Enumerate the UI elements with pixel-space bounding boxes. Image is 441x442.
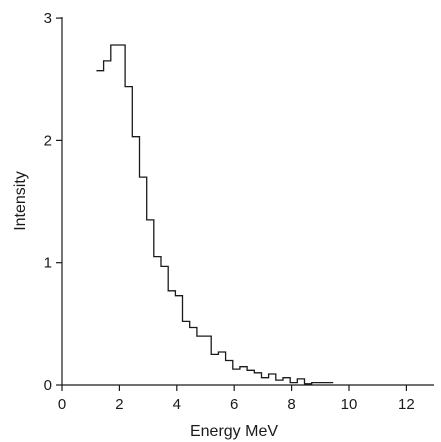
x-tick-label: 4 xyxy=(173,396,181,413)
y-tick-label: 1 xyxy=(44,255,52,272)
y-axis-title: Intensity xyxy=(12,171,29,231)
y-ticks: 0 1 2 3 xyxy=(44,10,62,394)
x-tick-label: 10 xyxy=(341,396,358,413)
histogram-step-line xyxy=(96,44,334,385)
x-axis-title: Energy MeV xyxy=(190,423,278,440)
x-tick-label: 8 xyxy=(287,396,295,413)
y-tick-label: 3 xyxy=(44,10,52,27)
x-tick-label: 12 xyxy=(398,396,415,413)
y-tick-label: 0 xyxy=(44,377,52,394)
x-tick-label: 2 xyxy=(115,396,123,413)
x-tick-label: 6 xyxy=(230,396,238,413)
x-ticks: 0 2 4 6 8 10 12 xyxy=(58,385,415,413)
y-tick-label: 2 xyxy=(44,132,52,149)
x-tick-label: 0 xyxy=(58,396,66,413)
axes xyxy=(61,17,434,386)
